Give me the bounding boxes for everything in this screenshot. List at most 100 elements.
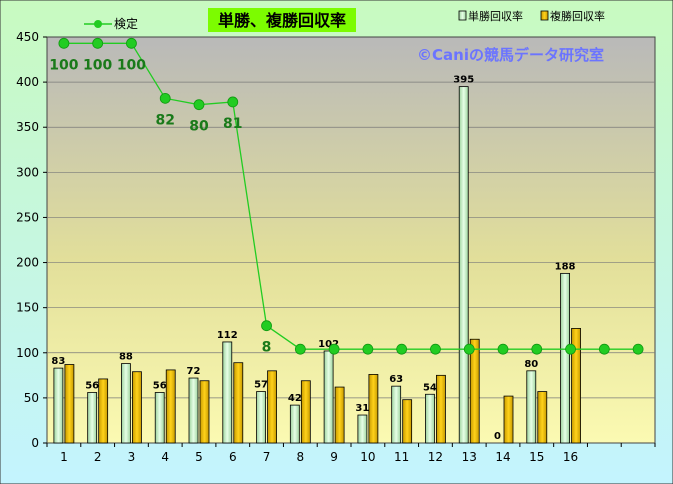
line-point [328,343,340,355]
bar-win-label: 188 [555,261,576,272]
legend-line-marker [94,20,102,28]
line-point-label: 8 [262,340,272,356]
y-tick-label: 300 [16,165,39,179]
line-point [261,320,272,332]
y-tick-label: 200 [16,256,39,270]
bar-place [64,364,75,444]
bar-win [222,341,233,444]
line-point-label: 81 [223,116,242,132]
legend-swatch-place [540,10,549,21]
line-point [565,343,576,355]
bar-win-label: 56 [153,380,167,391]
x-tick-label: 1 [60,450,68,464]
bar-place [334,386,345,444]
x-tick-label: 5 [195,450,203,464]
watermark: ©Caniの競馬データ研究室 [417,46,604,64]
line-point [497,343,509,355]
legend-label-place: 複勝回収率 [550,9,605,23]
bar-win [154,392,165,444]
line-point-label: 80 [189,119,209,135]
legend-swatch-win [458,10,467,21]
bar-place [132,371,142,444]
bar-win [458,86,469,444]
bar-win-label: 42 [288,393,302,404]
line-point [362,343,374,355]
bar-place [503,395,514,444]
bar-win-label: 88 [119,352,133,363]
x-tick-label: 6 [229,450,237,464]
bar-win-label: 72 [187,366,201,377]
line-point [598,343,610,355]
bar-place [537,391,548,444]
x-tick-label: 10 [360,450,375,464]
bar-win [323,350,334,444]
y-axis: 0 50 100 150 200 250 300 350 400 450 [16,30,47,450]
line-point [396,343,408,355]
line-point-label: 100 [49,57,78,73]
line-point [126,37,137,49]
line-point [531,343,543,355]
line-point [193,99,205,111]
bar-place [233,362,244,444]
line-point [632,343,644,355]
bar-win [188,377,199,444]
y-tick-label: 350 [16,120,39,134]
bar-place [199,380,210,444]
bar-place [165,369,176,444]
x-tick-label: 13 [462,450,477,464]
bar-win [87,392,98,444]
bar-win [256,391,266,444]
x-tick-label: 4 [161,450,169,464]
bar-win [357,414,368,444]
bar-win-label: 112 [217,330,238,341]
bar-place [436,374,446,444]
bar-place [469,338,480,444]
bar-place [402,399,413,444]
bar-win-label: 56 [85,380,99,391]
chart-title: 単勝、複勝回収率 [218,11,346,30]
line-point-label: 100 [83,57,112,73]
bar-place [267,370,277,444]
x-tick-label: 7 [263,450,271,464]
x-tick-label: 11 [394,450,409,464]
bars [53,86,581,444]
line-point [227,96,239,108]
y-tick-label: 250 [16,210,39,224]
legend-bars: 単勝回収率 複勝回収率 [458,9,605,23]
bar-win-label: 395 [453,75,474,86]
line-path [63,42,639,350]
bar-place [300,380,311,444]
y-tick-label: 400 [16,75,39,89]
bar-place [368,374,379,444]
line-series: 100 100 100 82 80 81 8 [49,37,644,356]
line-point-label: 100 [117,57,146,73]
line-point [294,343,306,355]
bar-win-label: 80 [524,359,538,370]
bar-win [391,385,402,444]
bar-win-label: 31 [355,403,369,414]
x-tick-label: 16 [563,450,578,464]
x-axis: 1 2 3 4 5 6 7 8 9 10 11 12 13 14 15 16 [46,443,656,464]
bar-win-label: 57 [254,380,268,391]
x-tick-label: 8 [297,450,305,464]
x-tick-label: 12 [428,450,443,464]
line-point [92,37,104,49]
title-background [208,8,356,32]
line-point [58,37,70,49]
legend-line: 検定 [84,16,138,31]
x-tick-label: 14 [495,450,510,464]
x-tick-label: 2 [94,450,102,464]
bar-place [571,328,581,444]
y-tick-label: 450 [16,30,39,44]
line-point [463,343,475,355]
grid-lines [47,81,655,399]
x-tick-label: 9 [330,450,338,464]
y-tick-label: 150 [16,301,39,315]
bar-win [425,393,435,444]
bar-win [121,363,131,444]
bar-labels: 83 56 88 56 72 112 57 42 102 31 63 54 395 0 80 188 [51,75,575,442]
bar-win-label: 0 [494,431,501,442]
bar-win-label: 54 [423,382,437,393]
